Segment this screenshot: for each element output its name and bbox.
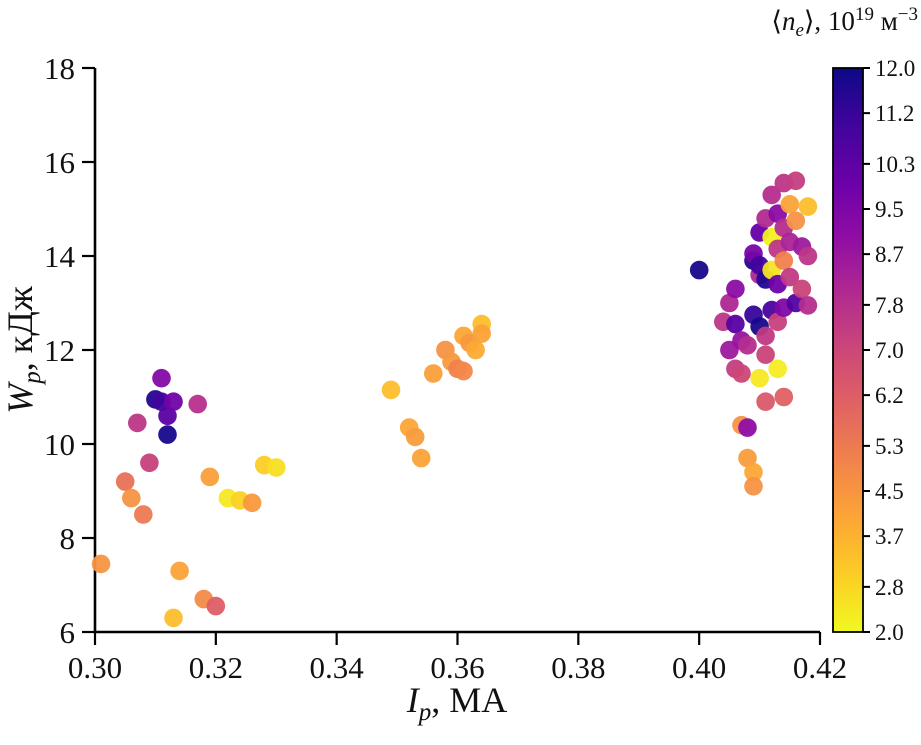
data-point: [152, 368, 171, 388]
x-tick-label: 0.42: [793, 650, 847, 685]
data-point: [780, 195, 800, 214]
colorbar-tick-label: 6.2: [875, 383, 904, 408]
data-point: [726, 314, 745, 334]
y-tick-label: 8: [60, 521, 76, 556]
data-point: [774, 251, 794, 270]
colorbar-tick-label: 3.7: [875, 524, 904, 549]
data-point: [164, 392, 183, 412]
data-point: [689, 260, 709, 280]
y-tick-label: 12: [44, 333, 75, 368]
data-point: [798, 246, 818, 266]
x-tick-label: 0.40: [672, 650, 726, 685]
colorbar-tick-label: 11.2: [875, 101, 914, 126]
data-point: [786, 211, 806, 231]
colorbar-tick-label: 12.0: [875, 56, 915, 81]
data-point: [768, 312, 787, 332]
data-point: [128, 413, 147, 433]
colorbar-tick-label: 2.8: [875, 575, 904, 600]
data-point: [140, 453, 159, 473]
x-tick-label: 0.32: [189, 650, 243, 685]
data-point: [164, 608, 183, 628]
colorbar-label: ⟨ne⟩, 1019 м−3: [771, 4, 918, 41]
colorbar-tick-label: 2.0: [875, 620, 904, 645]
data-point: [158, 406, 177, 426]
y-axis-label: Wp, кДж: [0, 285, 46, 414]
colorbar-tick-label: 10.3: [875, 152, 915, 177]
data-point: [115, 472, 135, 491]
data-point: [774, 387, 794, 407]
data-point: [738, 336, 757, 355]
data-point: [122, 488, 141, 508]
data-point: [726, 279, 745, 299]
data-point: [206, 596, 226, 616]
data-point: [786, 171, 806, 191]
data-point: [188, 394, 207, 414]
colorbar-tick-label: 4.5: [875, 479, 904, 504]
data-point: [756, 326, 775, 346]
x-tick-label: 0.34: [310, 650, 365, 685]
x-tick-label: 0.36: [430, 650, 484, 685]
x-tick-label: 0.38: [551, 650, 605, 685]
data-point: [750, 368, 769, 388]
data-point: [158, 425, 177, 444]
y-tick-label: 6: [60, 615, 76, 650]
data-point: [411, 448, 431, 468]
data-point: [744, 477, 763, 496]
colorbar-tick-label: 9.5: [875, 197, 904, 222]
data-point: [91, 554, 111, 574]
colorbar-tick-label: 7.0: [875, 338, 904, 363]
y-tick-label: 14: [44, 239, 76, 274]
data-point: [798, 296, 818, 315]
colorbar-bar: [832, 67, 864, 633]
data-point: [744, 462, 763, 482]
data-point: [756, 345, 775, 365]
data-point: [792, 279, 812, 299]
data-point: [242, 493, 262, 513]
data-point: [762, 185, 781, 205]
data-point: [405, 427, 425, 447]
data-point: [798, 197, 818, 216]
x-tick-label: 0.30: [68, 650, 122, 685]
data-point: [170, 561, 189, 581]
data-point: [780, 267, 800, 287]
y-tick-label: 16: [44, 145, 75, 180]
scatter-points-group: [91, 171, 818, 628]
data-point: [768, 359, 787, 379]
data-point: [134, 505, 153, 524]
data-point: [738, 448, 757, 468]
data-point: [200, 467, 220, 487]
data-point: [267, 458, 286, 477]
data-point: [454, 361, 473, 381]
colorbar-tick-label: 5.3: [875, 434, 904, 459]
data-point: [466, 340, 485, 360]
data-point: [738, 418, 757, 437]
data-point: [756, 392, 775, 412]
axes-group: 0.30 0.32 0.34 0.36 0.38 0.40 0.42 6 8 10 12 14 16 18: [44, 51, 847, 685]
data-point: [424, 364, 443, 383]
colorbar-tick-label: 8.7: [875, 242, 904, 267]
data-point: [720, 293, 739, 313]
data-point: [732, 364, 751, 383]
data-point: [381, 380, 401, 400]
y-tick-label: 18: [44, 51, 75, 86]
colorbar-tick-label: 7.8: [875, 293, 904, 318]
colorbar-group: 12.0 11.2 10.3 9.5 8.7 7.8 7.0 6.2 5.3 4.5 3.7 2.8 2…: [832, 56, 915, 645]
y-tick-label: 10: [44, 427, 75, 462]
x-axis-label: Ip, МА: [406, 680, 508, 726]
data-point: [472, 324, 492, 343]
